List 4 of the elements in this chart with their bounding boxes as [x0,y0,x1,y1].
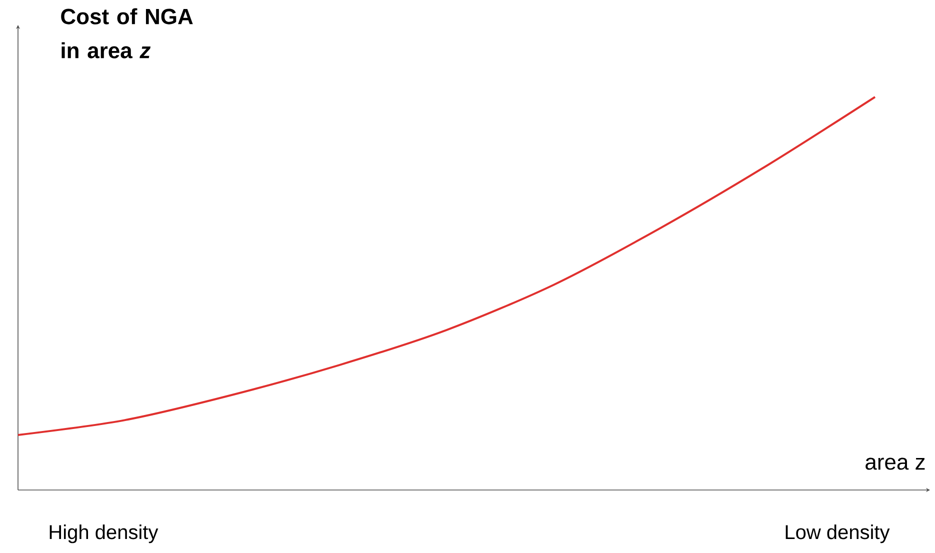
y-axis-title: Cost of NGA in area z [61,8,193,58]
x-axis-title: area z [866,458,925,470]
text: Low density [786,524,890,544]
text: High density [50,524,158,544]
